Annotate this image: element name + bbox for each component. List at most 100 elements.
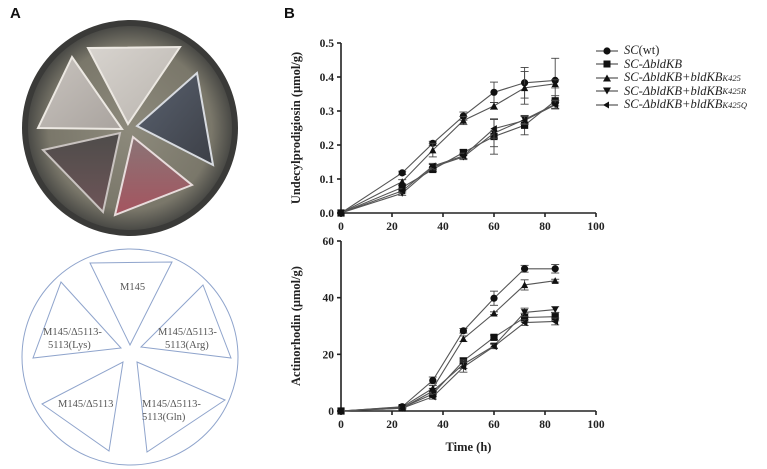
data-point-triangle-up xyxy=(429,146,437,154)
colony-delta xyxy=(41,131,122,215)
legend-item-wt: SC (wt) xyxy=(596,43,747,58)
x-tick-label: 20 xyxy=(386,221,398,233)
y-tick-label: 0.1 xyxy=(320,174,335,186)
triangle-down-marker-icon xyxy=(596,87,618,95)
colony-m145 xyxy=(86,45,182,126)
data-point-diamond-left xyxy=(429,393,436,401)
data-point-triangle-up xyxy=(459,335,467,342)
data-point-triangle-up xyxy=(551,80,559,88)
data-point-diamond-left xyxy=(551,101,559,109)
data-point-triangle-up xyxy=(551,277,559,284)
y-tick-label: 0.5 xyxy=(320,38,335,50)
data-point-diamond-left xyxy=(398,404,406,412)
data-point-circle xyxy=(490,88,498,96)
data-point-circle xyxy=(398,169,406,177)
x-axis-label: Time (h) xyxy=(446,440,492,454)
y-axis-label: Actinorhodin (μmol/g) xyxy=(289,266,303,386)
legend-item-k425q: SC-ΔbldKB+bldKB K425Q xyxy=(596,97,747,112)
colony-lys xyxy=(36,55,124,131)
sector-m145 xyxy=(89,261,173,347)
triangle-up-marker-icon xyxy=(596,74,618,82)
series-square xyxy=(337,95,560,217)
sector-delta xyxy=(41,361,124,452)
panel-label-a: A xyxy=(10,5,21,22)
square-marker-icon xyxy=(596,60,618,68)
sector-label-gln: M145/Δ5113-5113(Gln) xyxy=(142,399,201,423)
data-point-square xyxy=(521,313,529,322)
x-tick-label: 100 xyxy=(587,419,605,431)
data-point-diamond-left xyxy=(551,317,559,326)
data-point-square xyxy=(551,313,559,321)
data-point-diamond-left xyxy=(337,407,344,415)
diamond-left-marker-icon xyxy=(596,101,618,109)
data-point-circle xyxy=(521,265,529,273)
chart-legend: SC (wt) SC-ΔbldKB SC-ΔbldKB+bldKB K425 SC-… xyxy=(596,43,747,112)
data-point-triangle-down xyxy=(429,387,437,395)
series-diamond-left xyxy=(337,317,560,415)
sector-label-arg: M145/Δ5113-5113(Arg) xyxy=(158,327,217,351)
series-triangle-down xyxy=(337,99,560,217)
x-tick-label: 100 xyxy=(587,221,605,233)
data-point-circle xyxy=(490,294,498,302)
legend-item-k425r: SC-ΔbldKB+bldKB K425R xyxy=(596,84,747,99)
series-triangle-up xyxy=(337,71,560,217)
series-circle xyxy=(337,57,560,217)
data-point-diamond-left xyxy=(521,116,528,125)
y-tick-label: 20 xyxy=(323,349,335,361)
y-tick-label: 0.4 xyxy=(320,72,335,84)
y-tick-label: 40 xyxy=(323,293,335,305)
sector-label-delta: M145/Δ5113 xyxy=(58,399,113,410)
data-point-square xyxy=(490,333,498,341)
colony-arg xyxy=(135,71,215,167)
circle-marker-icon xyxy=(596,47,618,55)
series-triangle-up xyxy=(337,277,560,415)
x-tick-label: 0 xyxy=(338,221,344,233)
data-point-diamond-left xyxy=(398,187,406,195)
x-tick-label: 40 xyxy=(437,419,449,431)
y-tick-label: 0.0 xyxy=(320,208,335,220)
colony-gln xyxy=(113,135,194,217)
x-tick-label: 20 xyxy=(386,419,398,431)
data-point-diamond-left xyxy=(490,342,497,350)
data-point-diamond-left xyxy=(521,319,528,327)
data-point-diamond-left xyxy=(459,152,467,160)
sector-gln xyxy=(136,361,227,453)
x-tick-label: 60 xyxy=(488,221,500,233)
data-point-circle xyxy=(429,376,437,384)
legend-item-k425: SC-ΔbldKB+bldKB K425 xyxy=(596,70,747,85)
y-tick-label: 60 xyxy=(323,236,335,248)
sector-label-m145: M145 xyxy=(120,282,145,293)
sector-lys xyxy=(32,281,123,359)
x-tick-label: 40 xyxy=(437,221,449,233)
sector-arg xyxy=(139,284,232,359)
sector-label-lys: M145/Δ5113-5113(Lys) xyxy=(43,327,102,351)
axes xyxy=(337,240,597,415)
x-tick-label: 60 xyxy=(488,419,500,431)
data-point-triangle-up xyxy=(521,84,529,92)
data-point-triangle-up xyxy=(521,281,529,289)
x-tick-label: 80 xyxy=(539,221,551,233)
x-tick-label: 0 xyxy=(338,419,344,431)
data-point-triangle-up xyxy=(490,309,498,317)
data-point-diamond-left xyxy=(337,209,344,217)
x-tick-label: 80 xyxy=(539,419,551,431)
data-point-triangle-up xyxy=(398,178,406,185)
data-point-square xyxy=(398,183,406,192)
series-diamond-left xyxy=(337,100,560,217)
data-point-diamond-left xyxy=(490,125,497,133)
petri-dish-photo xyxy=(22,20,238,236)
data-point-square xyxy=(459,148,467,157)
plate-outline xyxy=(21,248,239,466)
y-axis-label: Undecylprodigiosin (μmol/g) xyxy=(289,52,303,204)
y-tick-label: 0 xyxy=(328,406,334,418)
data-point-triangle-up xyxy=(490,102,498,110)
data-point-square xyxy=(521,121,529,129)
y-tick-label: 0.3 xyxy=(320,106,335,118)
data-point-diamond-left xyxy=(459,363,467,371)
data-point-triangle-down xyxy=(551,306,559,314)
data-point-triangle-down xyxy=(521,309,529,316)
plate-map-diagram: M145 M145/Δ5113-5113(Arg) M145/Δ5113-511… xyxy=(21,248,239,466)
legend-item-delta: SC-ΔbldKB xyxy=(596,57,747,72)
y-tick-label: 0.2 xyxy=(320,140,335,152)
